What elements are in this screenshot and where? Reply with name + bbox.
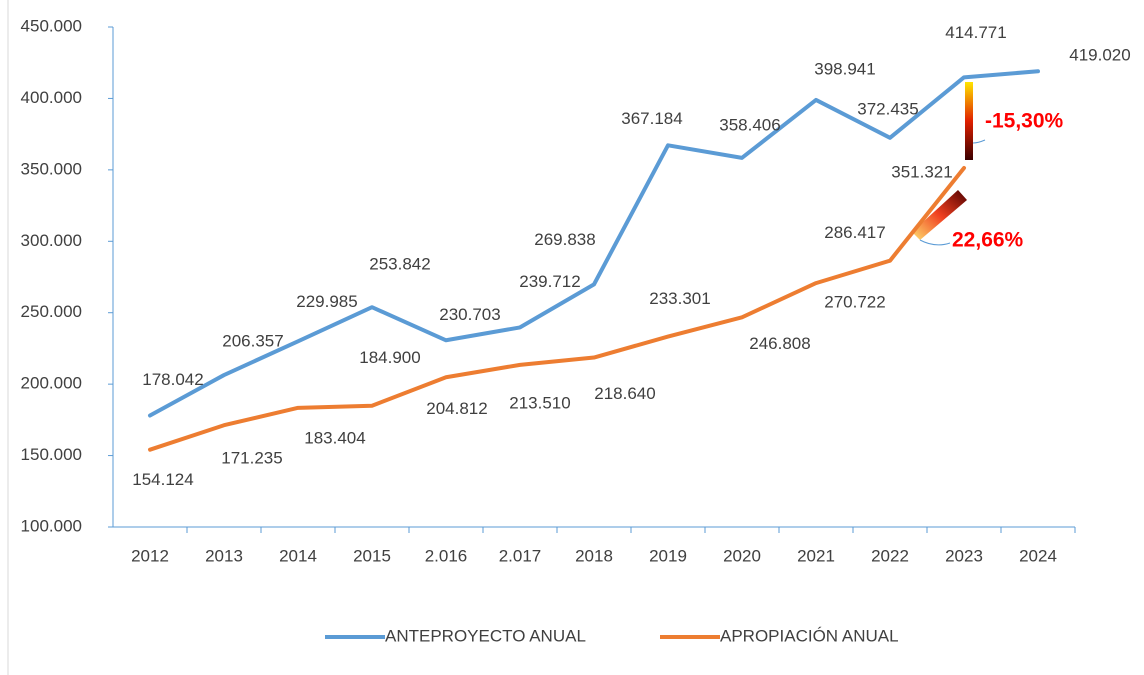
data-label: 269.838: [534, 230, 595, 249]
legend-label: APROPIACIÓN ANUAL: [720, 626, 899, 645]
data-label: 351.321: [891, 162, 952, 181]
data-label: 367.184: [621, 109, 682, 128]
annotation: -15,30%: [985, 110, 1064, 133]
x-tick-label: 2012: [131, 546, 169, 565]
data-label: 171.235: [221, 449, 282, 468]
x-tick-label: 2020: [723, 546, 761, 565]
data-label: 154.124: [132, 470, 193, 489]
y-tick-label: 250.000: [21, 302, 82, 321]
callout-line: [972, 139, 986, 144]
x-tick-label: 2022: [871, 546, 909, 565]
x-tick-label: 2.016: [425, 546, 468, 565]
series-line: [148, 165, 966, 452]
data-label: 419.020: [1069, 46, 1130, 65]
y-tick-label: 300.000: [21, 231, 82, 250]
y-tick-label: 350.000: [21, 159, 82, 178]
data-label: 229.985: [296, 292, 357, 311]
series-line: [148, 69, 1040, 418]
data-label: 253.842: [369, 255, 430, 274]
data-label: 230.703: [439, 305, 500, 324]
data-label: 213.510: [509, 393, 570, 412]
arrow-shape: [965, 82, 973, 160]
data-label: 286.417: [824, 223, 885, 242]
y-tick-label: 150.000: [21, 445, 82, 464]
x-tick-label: 2019: [649, 546, 687, 565]
x-tick-label: 2013: [205, 546, 243, 565]
data-label: 372.435: [857, 99, 918, 118]
data-label: 246.808: [749, 334, 810, 353]
annotation: 22,66%: [952, 229, 1024, 252]
x-tick-label: 2015: [353, 546, 391, 565]
arrow-shape: [912, 190, 967, 240]
data-label: 178.042: [142, 370, 203, 389]
y-tick-label: 400.000: [21, 88, 82, 107]
x-tick-label: 2024: [1019, 546, 1057, 565]
x-tick-label: 2018: [575, 546, 613, 565]
data-label: 184.900: [359, 348, 420, 367]
x-tick-label: 2021: [797, 546, 835, 565]
x-tick-label: 2023: [945, 546, 983, 565]
data-label: 270.722: [824, 293, 885, 312]
data-label: 183.404: [304, 428, 365, 447]
y-tick-label: 100.000: [21, 516, 82, 535]
x-tick-label: 2.017: [499, 546, 542, 565]
data-label: 398.941: [814, 59, 875, 78]
y-tick-label: 200.000: [21, 374, 82, 393]
legend-label: ANTEPROYECTO ANUAL: [385, 626, 586, 645]
x-tick-label: 2014: [279, 546, 317, 565]
data-label: 414.771: [945, 23, 1006, 42]
data-label: 239.712: [519, 272, 580, 291]
data-label: 204.812: [426, 399, 487, 418]
data-label: 233.301: [649, 289, 710, 308]
data-label: 206.357: [222, 332, 283, 351]
y-tick-label: 450.000: [21, 16, 82, 35]
data-label: 218.640: [594, 384, 655, 403]
data-label: 358.406: [719, 115, 780, 134]
callout-line: [919, 239, 951, 246]
